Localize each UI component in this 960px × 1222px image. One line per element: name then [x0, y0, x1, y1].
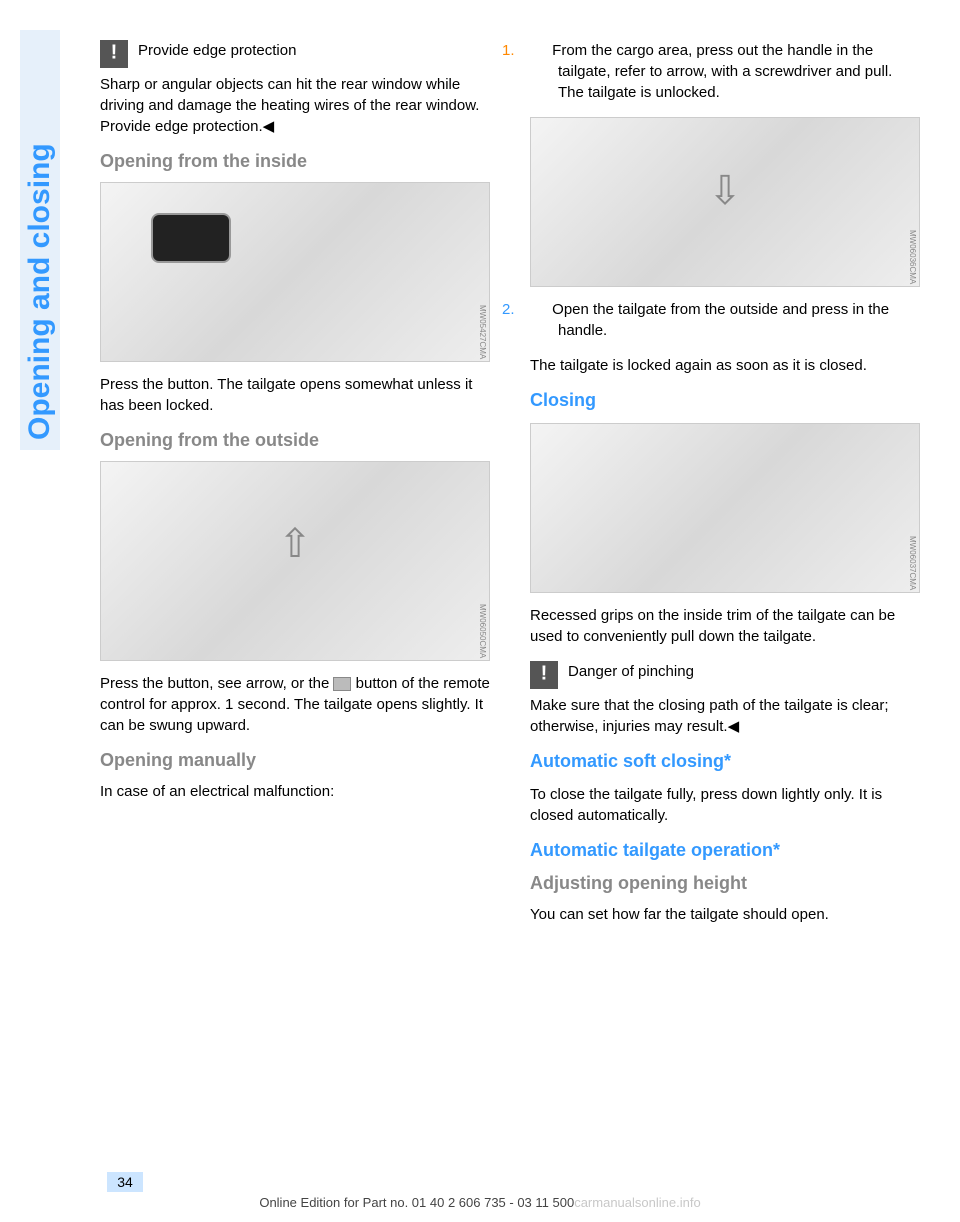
down-arrow-icon: ⇩: [708, 168, 742, 214]
figure-code: MW06050CMA: [478, 604, 487, 658]
paragraph-inside: Press the button. The tailgate opens som…: [100, 374, 490, 416]
page-content: Provide edge protection Sharp or angular…: [100, 40, 920, 939]
figure-cargo-handle: ⇩ MW06036CMA: [530, 117, 920, 287]
figure-closing-grips: MW06037CMA: [530, 423, 920, 593]
section-tab: Opening and closing: [20, 30, 60, 450]
manual-steps-list: 1. From the cargo area, press out the ha…: [530, 40, 920, 103]
left-column: Provide edge protection Sharp or angular…: [100, 40, 490, 939]
heading-opening-outside: Opening from the outside: [100, 430, 490, 451]
figure-tailgate-button: MW05427CMA: [100, 182, 490, 362]
up-arrow-icon: ⇧: [278, 521, 312, 567]
page-number-area: 34: [100, 1172, 150, 1192]
warning-title: Provide edge protection: [138, 40, 296, 61]
paragraph-adjust: You can set how far the tailgate should …: [530, 904, 920, 925]
paragraph-outside: Press the button, see arrow, or the butt…: [100, 673, 490, 736]
step-number: 2.: [530, 299, 548, 320]
tailgate-button-icon: [151, 213, 231, 263]
warning-body-1: Sharp or angular objects can hit the rea…: [100, 74, 490, 137]
step-text: Open the tailgate from the outside and p…: [552, 301, 889, 339]
page-number: 34: [107, 1172, 143, 1192]
heading-opening-inside: Opening from the inside: [100, 151, 490, 172]
warning-title-2: Danger of pinching: [568, 661, 694, 682]
figure-code: MW06036CMA: [908, 230, 917, 284]
text-part-a: Press the button, see arrow, or the: [100, 675, 333, 692]
warning-body-2: Make sure that the closing path of the t…: [530, 695, 920, 737]
warning-icon: [100, 40, 128, 68]
paragraph-manual: In case of an electrical malfunction:: [100, 781, 490, 802]
paragraph-soft: To close the tailgate fully, press down …: [530, 784, 920, 826]
remote-tailgate-icon: [333, 677, 351, 691]
heading-soft-closing: Automatic soft closing*: [530, 751, 920, 772]
step-number: 1.: [530, 40, 548, 61]
step-text: From the cargo area, press out the handl…: [552, 42, 892, 101]
heading-auto-tailgate: Automatic tailgate operation*: [530, 840, 920, 861]
heading-adjust-height: Adjusting opening height: [530, 873, 920, 894]
manual-steps-list-2: 2. Open the tailgate from the outside an…: [530, 299, 920, 341]
paragraph-closing: Recessed grips on the inside trim of the…: [530, 605, 920, 647]
step-1: 1. From the cargo area, press out the ha…: [530, 40, 920, 103]
watermark: carmanualsonline.info: [574, 1195, 700, 1210]
figure-code: MW06037CMA: [908, 536, 917, 590]
step-2: 2. Open the tailgate from the outside an…: [530, 299, 920, 341]
paragraph-after-steps: The tailgate is locked again as soon as …: [530, 355, 920, 376]
right-column: 1. From the cargo area, press out the ha…: [530, 40, 920, 939]
heading-opening-manually: Opening manually: [100, 750, 490, 771]
footer: Online Edition for Part no. 01 40 2 606 …: [0, 1195, 960, 1210]
warning-block-2: Danger of pinching: [530, 661, 920, 689]
footer-text: Online Edition for Part no. 01 40 2 606 …: [259, 1195, 574, 1210]
warning-icon: [530, 661, 558, 689]
figure-tailgate-outside: ⇧ MW06050CMA: [100, 461, 490, 661]
figure-code: MW05427CMA: [478, 305, 487, 359]
warning-block-1: Provide edge protection: [100, 40, 490, 68]
heading-closing: Closing: [530, 390, 920, 411]
